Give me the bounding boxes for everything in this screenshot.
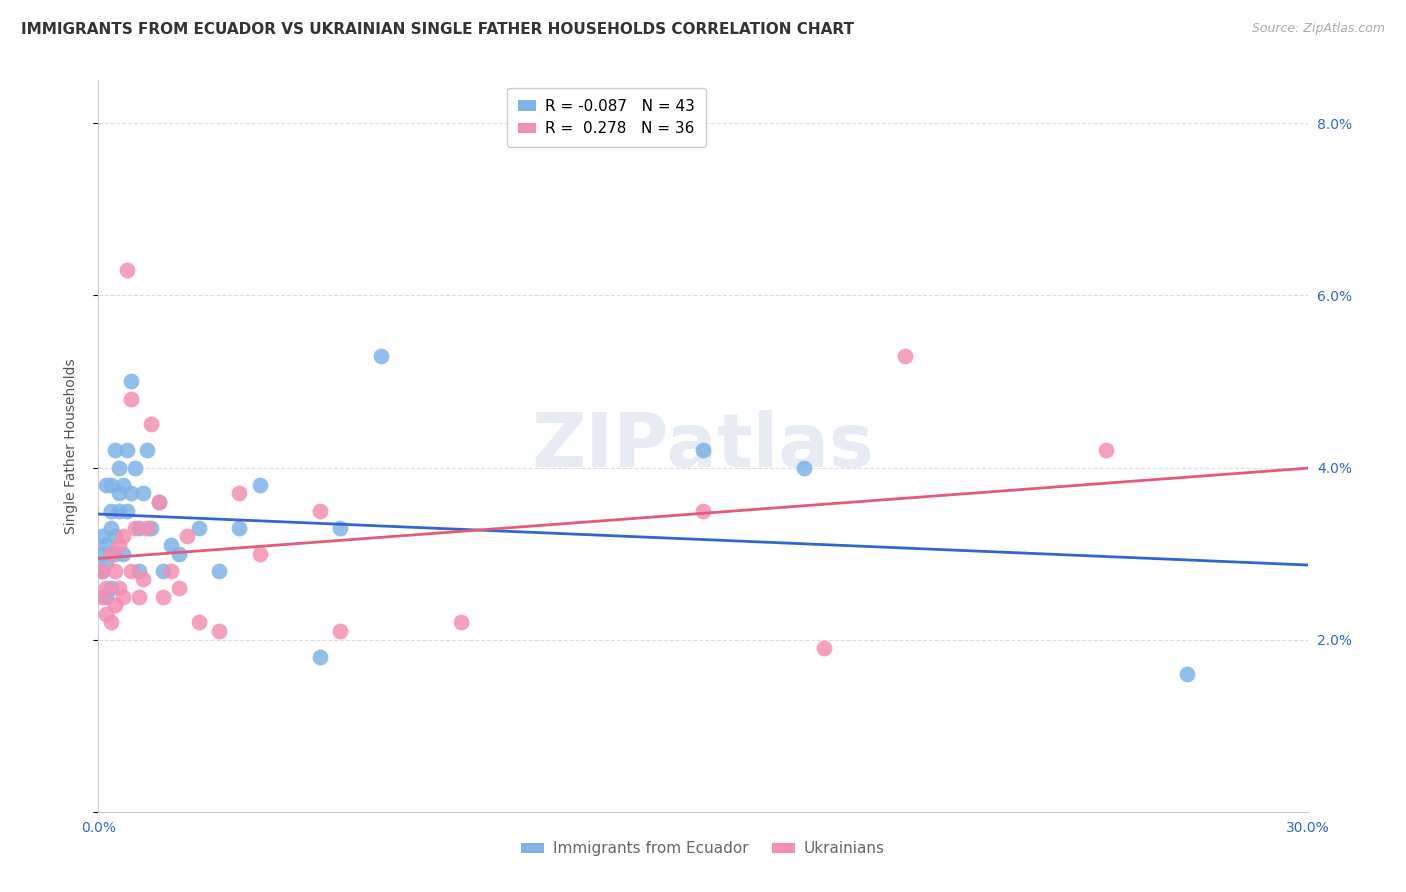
Point	[100, 547, 122, 561]
Point	[111, 590, 134, 604]
Point	[450, 615, 472, 630]
Text: ZIPatlas: ZIPatlas	[531, 409, 875, 483]
Point	[813, 641, 835, 656]
Point	[100, 615, 122, 630]
Point	[139, 417, 162, 432]
Point	[96, 477, 118, 491]
Point	[249, 547, 271, 561]
Point	[692, 503, 714, 517]
Point	[176, 529, 198, 543]
Point	[96, 538, 118, 552]
Point	[100, 521, 122, 535]
Point	[91, 564, 114, 578]
Point	[120, 392, 142, 406]
Point	[96, 581, 118, 595]
Point	[115, 262, 138, 277]
Point	[249, 477, 271, 491]
Point	[103, 564, 125, 578]
Point	[208, 624, 231, 638]
Point	[103, 547, 125, 561]
Point	[107, 460, 129, 475]
Point	[309, 503, 332, 517]
Point	[120, 486, 142, 500]
Text: IMMIGRANTS FROM ECUADOR VS UKRAINIAN SINGLE FATHER HOUSEHOLDS CORRELATION CHART: IMMIGRANTS FROM ECUADOR VS UKRAINIAN SIN…	[21, 22, 853, 37]
Point	[107, 486, 129, 500]
Point	[167, 581, 190, 595]
Point	[100, 503, 122, 517]
Point	[120, 375, 142, 389]
Point	[188, 521, 211, 535]
Point	[111, 477, 134, 491]
Point	[1175, 667, 1198, 681]
Point	[329, 521, 352, 535]
Point	[100, 477, 122, 491]
Point	[139, 521, 162, 535]
Point	[128, 590, 150, 604]
Point	[96, 607, 118, 621]
Point	[152, 590, 174, 604]
Point	[103, 529, 125, 543]
Point	[148, 495, 170, 509]
Legend: Immigrants from Ecuador, Ukrainians: Immigrants from Ecuador, Ukrainians	[515, 836, 891, 863]
Point	[107, 503, 129, 517]
Point	[148, 495, 170, 509]
Point	[893, 349, 915, 363]
Point	[128, 564, 150, 578]
Point	[124, 521, 146, 535]
Point	[132, 573, 155, 587]
Point	[96, 590, 118, 604]
Y-axis label: Single Father Households: Single Father Households	[63, 359, 77, 533]
Point	[115, 443, 138, 458]
Point	[152, 564, 174, 578]
Point	[120, 564, 142, 578]
Point	[135, 521, 157, 535]
Point	[309, 649, 332, 664]
Point	[103, 443, 125, 458]
Point	[91, 547, 114, 561]
Point	[208, 564, 231, 578]
Point	[96, 555, 118, 569]
Point	[115, 503, 138, 517]
Point	[160, 538, 183, 552]
Point	[793, 460, 815, 475]
Point	[228, 486, 250, 500]
Point	[107, 538, 129, 552]
Point	[103, 598, 125, 612]
Point	[228, 521, 250, 535]
Point	[167, 547, 190, 561]
Point	[1095, 443, 1118, 458]
Point	[111, 547, 134, 561]
Point	[124, 460, 146, 475]
Point	[329, 624, 352, 638]
Point	[370, 349, 392, 363]
Point	[100, 581, 122, 595]
Point	[91, 590, 114, 604]
Point	[160, 564, 183, 578]
Point	[111, 529, 134, 543]
Point	[91, 564, 114, 578]
Point	[692, 443, 714, 458]
Point	[91, 529, 114, 543]
Point	[135, 443, 157, 458]
Point	[107, 581, 129, 595]
Text: Source: ZipAtlas.com: Source: ZipAtlas.com	[1251, 22, 1385, 36]
Point	[188, 615, 211, 630]
Point	[132, 486, 155, 500]
Point	[128, 521, 150, 535]
